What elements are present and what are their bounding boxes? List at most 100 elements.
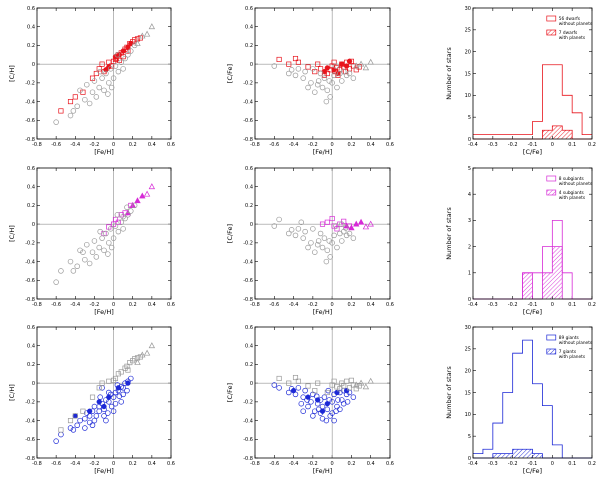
data-point [271, 63, 278, 69]
data-point [143, 349, 151, 356]
y-tick-label: 0 [250, 222, 253, 228]
y-tick-label: 0 [32, 222, 35, 228]
x-tick-label: -0.4 [70, 302, 80, 308]
data-point [367, 377, 374, 384]
hist-bar [552, 246, 563, 299]
plot-frame [36, 167, 172, 300]
legend-label: 4 subgiants [559, 190, 585, 196]
x-tick-label: -0.6 [269, 461, 279, 467]
data-point [323, 98, 330, 105]
data-point [82, 256, 88, 263]
x-tick-label: 0.1 [568, 142, 576, 148]
data-point [346, 230, 353, 237]
data-point [350, 394, 357, 400]
data-point [315, 380, 321, 386]
hist-bar [512, 449, 523, 458]
data-point [112, 375, 119, 382]
y-tick-label: -0.2 [243, 81, 253, 87]
hist-bar [562, 130, 573, 139]
data-point [310, 66, 316, 72]
y-tick-label: 0 [250, 381, 253, 387]
x-axis-label: [C/Fe] [523, 148, 542, 156]
data-point [271, 382, 278, 388]
data-point [286, 380, 292, 386]
data-point [315, 61, 321, 67]
data-point [341, 218, 347, 224]
data-point [72, 413, 78, 419]
legend-label: without planets [559, 340, 593, 346]
y-axis-label: [C/Fe] [226, 64, 234, 83]
plot-frame [36, 7, 172, 140]
data-point [305, 403, 311, 410]
data-point [58, 427, 64, 433]
data-point [331, 232, 337, 239]
data-point [86, 260, 93, 267]
data-point [335, 397, 341, 403]
data-point [343, 387, 350, 394]
data-point [120, 48, 126, 54]
y-tick-label: 0 [250, 62, 253, 68]
x-tick-label: 0.6 [386, 142, 394, 148]
x-tick-label: -0.2 [308, 142, 318, 148]
data-point [292, 232, 299, 239]
data-point [58, 268, 64, 274]
data-point [319, 415, 326, 422]
data-point [292, 374, 299, 381]
y-tick-label: -0.6 [25, 437, 35, 443]
x-tick-label: -0.4 [70, 142, 80, 148]
x-tick-label: 0 [331, 142, 334, 148]
data-point [82, 96, 88, 103]
data-point [326, 78, 333, 84]
data-point [312, 69, 318, 75]
data-point [353, 62, 360, 69]
data-point [120, 66, 126, 72]
x-tick-label: -0.8 [250, 142, 260, 148]
x-tick-label: 0 [112, 461, 115, 467]
data-point [112, 63, 119, 69]
data-point [80, 249, 86, 255]
data-point [339, 221, 345, 227]
data-point [116, 393, 123, 399]
data-point [286, 70, 292, 77]
hist-bar [532, 453, 543, 458]
data-point [305, 84, 311, 91]
data-point [333, 63, 339, 69]
y-tick-label: -0.4 [243, 418, 253, 424]
y-tick-label: 0.4 [245, 185, 253, 191]
legend-swatch-hatched [546, 29, 557, 36]
data-point [84, 81, 90, 88]
data-point [298, 400, 305, 407]
x-tick-label: -0.6 [51, 461, 61, 467]
data-point [74, 263, 80, 270]
data-point [276, 385, 282, 391]
data-point [319, 221, 326, 227]
data-point [110, 75, 117, 81]
data-point [350, 235, 357, 241]
x-tick-label: -0.4 [468, 302, 478, 308]
x-tick-label: -0.2 [508, 461, 518, 467]
x-axis-label: [Fe/H] [313, 308, 333, 316]
data-point [139, 192, 146, 199]
data-point [103, 230, 109, 237]
data-point [89, 249, 96, 255]
data-point [331, 72, 337, 79]
y-tick-label: 0 [468, 137, 471, 143]
y-tick-label: -0.4 [243, 99, 253, 105]
data-point [105, 91, 111, 97]
y-tick-label: 0.4 [245, 344, 253, 350]
y-tick-label: -0.6 [25, 118, 35, 124]
data-point [118, 399, 124, 405]
panel-subgiants-ch: -0.8 -0.6 -0.4 -0.2 0 0.2 0.4 0.6 -0.8 -0.6 -0.4 -0… [8, 166, 175, 316]
data-point [276, 56, 282, 63]
data-point [324, 406, 331, 413]
data-point [310, 226, 316, 232]
x-tick-label: -0.4 [70, 461, 80, 467]
data-point [339, 78, 345, 84]
x-tick-label: -0.2 [90, 461, 100, 467]
data-point [134, 359, 141, 365]
data-point [302, 387, 308, 394]
y-tick-label: 0.2 [245, 203, 253, 209]
data-point [148, 183, 156, 190]
legend-label: 89 giants [559, 335, 580, 341]
